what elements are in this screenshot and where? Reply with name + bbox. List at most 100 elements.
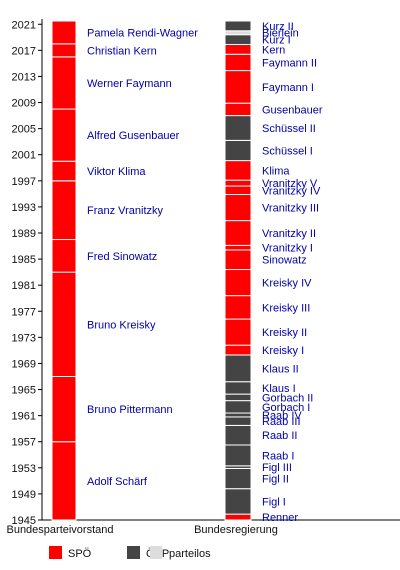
segment-label: Raab I	[262, 450, 294, 462]
legend-label: parteilos	[169, 548, 211, 560]
bar-segment	[224, 185, 252, 196]
bar-segment	[224, 34, 252, 45]
bar-segment	[224, 194, 252, 222]
bars-layer	[51, 20, 252, 521]
y-tick-label: 1953	[12, 463, 36, 475]
bar-segment	[224, 43, 252, 55]
x-category-label: Bundesregierung	[194, 524, 278, 536]
segment-label: Franz Vranitzky	[87, 205, 164, 217]
bar-segment	[51, 20, 77, 45]
bar-segment	[51, 43, 77, 58]
bar-segment	[51, 108, 77, 162]
bar-segment	[224, 70, 252, 104]
segment-label: Kern	[262, 44, 285, 56]
segment-label: Kreisky III	[262, 302, 310, 314]
bar-segment	[224, 513, 252, 521]
segment-label: Christian Kern	[87, 45, 157, 57]
y-tick-label: 1965	[12, 385, 36, 397]
segment-label: Vranitzky IV	[262, 185, 321, 197]
legend-label: SPÖ	[68, 548, 92, 560]
y-tick-label: 1981	[12, 280, 36, 292]
bar-segment	[224, 393, 252, 402]
bar-segment	[51, 239, 77, 273]
y-tick-label: 1993	[12, 202, 36, 214]
bar-segment	[224, 249, 252, 271]
bar-segment	[224, 102, 252, 117]
bar-segment	[224, 467, 252, 490]
legend-swatch	[127, 546, 140, 559]
segment-label: Kreisky I	[262, 345, 304, 357]
bar-segment	[224, 179, 252, 187]
legend: SPÖÖVPparteilos	[49, 546, 211, 560]
y-tick-label: 1985	[12, 254, 36, 266]
bar-segment	[224, 381, 252, 395]
bar-segment	[51, 56, 77, 110]
segment-label: Raab II	[262, 430, 297, 442]
y-tick-label: 1949	[12, 489, 36, 501]
segment-label: Viktor Klima	[87, 166, 146, 178]
segment-label: Faymann II	[262, 57, 317, 69]
bar-segment	[224, 53, 252, 72]
bar-segment	[224, 30, 252, 36]
segment-label: Adolf Schärf	[87, 476, 148, 488]
segment-label: Raab III	[262, 416, 301, 428]
segment-label: Kreisky II	[262, 327, 307, 339]
axis-layer: 1945 1949 1953 1957 1961 1965 1969 1973 1977 1981…	[6, 19, 400, 536]
y-tick-label: 1969	[12, 358, 36, 370]
bar-segment	[224, 416, 252, 426]
bar-segment	[224, 139, 252, 162]
legend-swatch	[49, 546, 62, 559]
labels-layer: Adolf Schärf Bruno Pittermann Bruno Kreisk…	[87, 21, 323, 524]
segment-label: Figl II	[262, 474, 289, 486]
segment-label: Bruno Kreisky	[87, 319, 156, 331]
bar-segment	[224, 400, 252, 414]
y-tick-label: 1977	[12, 306, 36, 318]
segment-label: Gusenbauer	[262, 104, 323, 116]
segment-label: Renner	[262, 512, 298, 524]
bar-segment	[224, 20, 252, 32]
segment-label: Vranitzky III	[262, 203, 319, 215]
bar-segment	[224, 295, 252, 320]
segment-label: Kurz I	[262, 35, 291, 47]
segment-label: Pamela Rendi-Wagner	[87, 27, 198, 39]
segment-label: Figl I	[262, 496, 286, 508]
segment-label: Klima	[262, 165, 290, 177]
segment-label: Gorbach I	[262, 402, 310, 414]
segment-label: Sinowatz	[262, 255, 307, 267]
bar-segment	[224, 412, 252, 418]
segment-label: Klaus I	[262, 383, 296, 395]
segment-label: Bruno Pittermann	[87, 404, 173, 416]
segment-label: Kurz II	[262, 21, 294, 33]
segment-label: Fred Sinowatz	[87, 251, 157, 263]
segment-label: Raab IV	[262, 410, 302, 422]
bar-segment	[51, 375, 77, 443]
y-tick-label: 1997	[12, 176, 36, 188]
y-tick-label: 2017	[12, 45, 36, 57]
segment-label: Bierlein	[262, 28, 299, 40]
bar-segment	[224, 344, 252, 356]
segment-label: Vranitzky V	[262, 178, 318, 190]
segment-label: Figl III	[262, 462, 292, 474]
bar-segment	[224, 354, 252, 383]
bar-segment	[224, 160, 252, 181]
segment-label: Schüssel I	[262, 145, 313, 157]
bar-segment	[224, 444, 252, 467]
segment-label: Kreisky IV	[262, 278, 312, 290]
bar-segment	[224, 488, 252, 515]
segment-label: Schüssel II	[262, 123, 316, 135]
bar-segment	[51, 160, 77, 182]
bar-segment	[51, 180, 77, 241]
x-category-label: Bundesparteivorstand	[6, 524, 113, 536]
bar-segment	[224, 244, 252, 251]
y-tick-label: 1945	[12, 515, 36, 527]
segment-label: Werner Faymann	[87, 78, 172, 90]
segment-label: Gorbach II	[262, 392, 313, 404]
bar-segment	[224, 220, 252, 246]
segment-label: Vranitzky II	[262, 228, 316, 240]
bar-segment	[224, 424, 252, 446]
bar-segment	[224, 269, 252, 297]
y-tick-label: 2005	[12, 124, 36, 136]
y-tick-label: 1961	[12, 411, 36, 423]
segment-label: Klaus II	[262, 363, 299, 375]
